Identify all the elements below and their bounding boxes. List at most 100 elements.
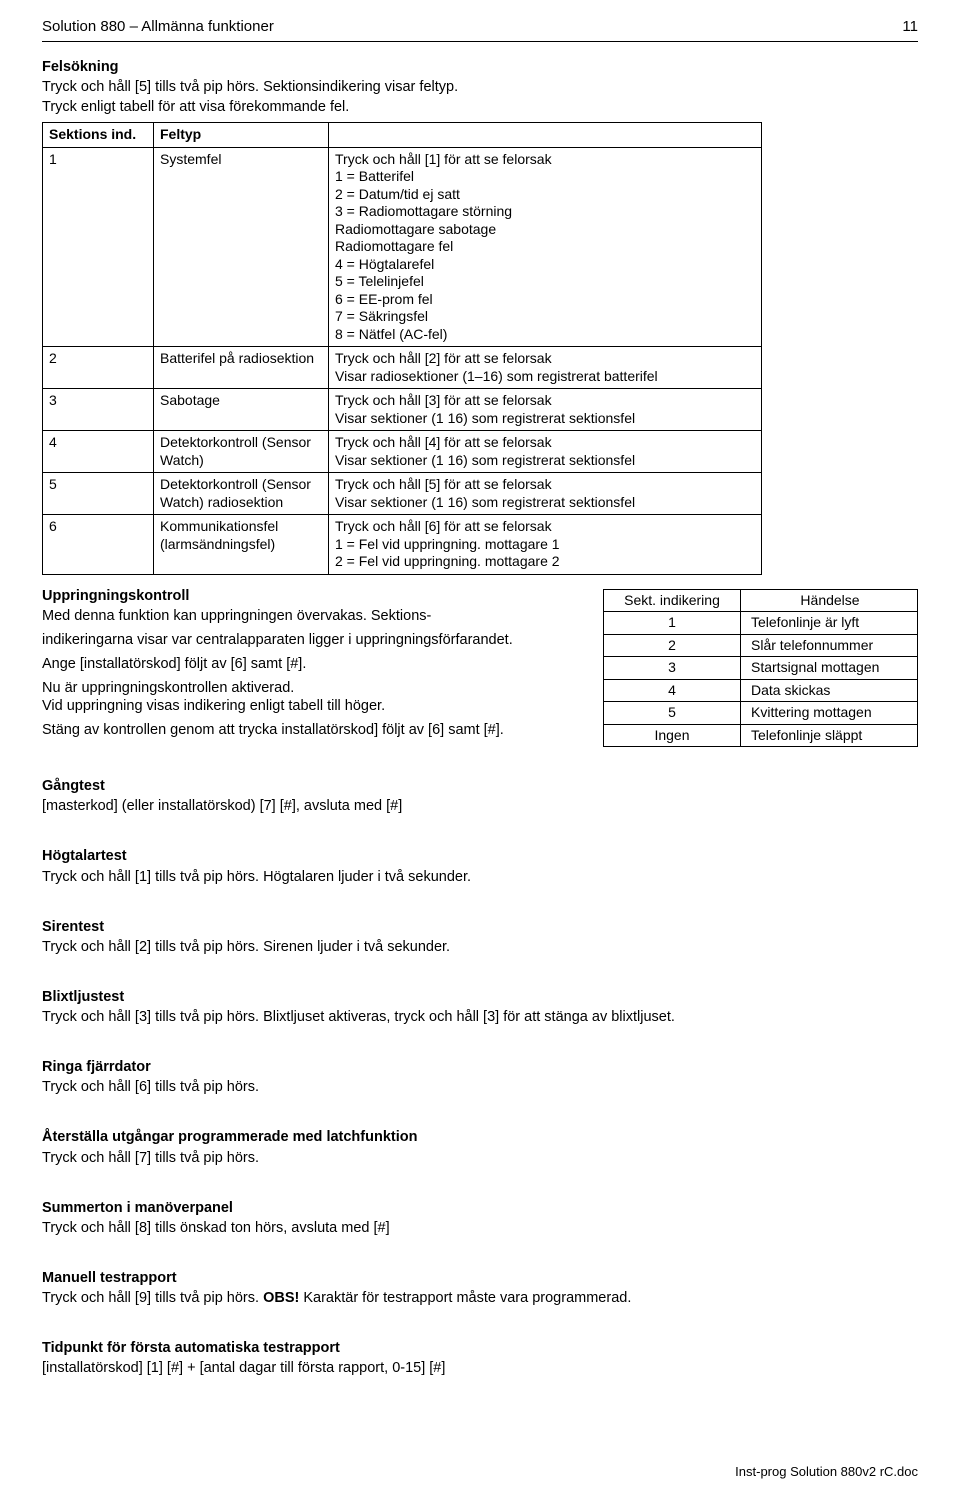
cell: Tryck och håll [6] för att se felorsak1 … (329, 515, 762, 575)
aterstalla-body: Tryck och håll [7] tills två pip hörs. (42, 1149, 918, 1167)
cell: Telefonlinje är lyft (741, 612, 918, 635)
upp-col-b: Händelse (741, 589, 918, 612)
manuell-body-b: Karaktär för testrapport måste vara prog… (299, 1290, 631, 1306)
cell: Data skickas (741, 679, 918, 702)
hogtalartest-body: Tryck och håll [1] tills två pip hörs. H… (42, 868, 918, 886)
gangtest-body: [masterkod] (eller installatörskod) [7] … (42, 797, 918, 815)
gangtest-title: Gångtest (42, 777, 918, 795)
header-page-number: 11 (902, 18, 918, 37)
cell: Tryck och håll [3] för att se felorsakVi… (329, 389, 762, 431)
table-row: IngenTelefonlinje släppt (604, 724, 918, 747)
spacer (42, 1309, 918, 1331)
section-gangtest: Gångtest [masterkod] (eller installatörs… (42, 777, 918, 815)
cell: 4 (604, 679, 741, 702)
summerton-body: Tryck och håll [8] tills önskad ton hörs… (42, 1219, 918, 1237)
table-row: 3Startsignal mottagen (604, 657, 918, 680)
cell: 3 (604, 657, 741, 680)
section-summerton: Summerton i manöverpanel Tryck och håll … (42, 1199, 918, 1237)
section-aterstalla: Återställa utgångar programmerade med la… (42, 1128, 918, 1166)
cell: Sabotage (154, 389, 329, 431)
cell: Tryck och håll [2] för att se felorsakVi… (329, 347, 762, 389)
cell: 3 (43, 389, 154, 431)
cell: 5 (604, 702, 741, 725)
cell: 2 (43, 347, 154, 389)
table-row: 4Data skickas (604, 679, 918, 702)
table-row: 2 Batterifel på radiosektion Tryck och h… (43, 347, 762, 389)
spacer (42, 1169, 918, 1191)
manuell-title: Manuell testrapport (42, 1269, 918, 1287)
spacer (42, 1098, 918, 1120)
table-row: 4 Detektorkontroll (Sensor Watch) Tryck … (43, 431, 762, 473)
section-blixt: Blixtljustest Tryck och håll [3] tills t… (42, 988, 918, 1026)
cell: Detektorkontroll (Sensor Watch) radiosek… (154, 473, 329, 515)
blixt-title: Blixtljustest (42, 988, 918, 1006)
cell: Tryck och håll [1] för att se felorsak1 … (329, 147, 762, 347)
spacer (42, 747, 918, 769)
summerton-title: Summerton i manöverpanel (42, 1199, 918, 1217)
header-left: Solution 880 – Allmänna funktioner (42, 18, 274, 37)
ringa-title: Ringa fjärrdator (42, 1058, 918, 1076)
section-tidpunkt: Tidpunkt för första automatiska testrapp… (42, 1339, 918, 1377)
table-row: 5 Detektorkontroll (Sensor Watch) radios… (43, 473, 762, 515)
ringa-body: Tryck och håll [6] tills två pip hörs. (42, 1078, 918, 1096)
upp-table: Sekt. indikering Händelse 1Telefonlinje … (603, 589, 918, 748)
spacer (42, 817, 918, 839)
sirentest-body: Tryck och håll [2] tills två pip hörs. S… (42, 938, 918, 956)
section-sirentest: Sirentest Tryck och håll [2] tills två p… (42, 918, 918, 956)
cell: Tryck och håll [5] för att se felorsakVi… (329, 473, 762, 515)
section-hogtalartest: Högtalartest Tryck och håll [1] tills tv… (42, 847, 918, 885)
cell: 1 (43, 147, 154, 347)
cell: Detektorkontroll (Sensor Watch) (154, 431, 329, 473)
aterstalla-title: Återställa utgångar programmerade med la… (42, 1128, 918, 1146)
tidpunkt-body: [installatörskod] [1] [#] + [antal dagar… (42, 1359, 918, 1377)
cell: 6 (43, 515, 154, 575)
cell: Kvittering mottagen (741, 702, 918, 725)
spacer (42, 1239, 918, 1261)
felsokning-line1: Tryck och håll [5] tills två pip hörs. S… (42, 78, 918, 96)
spacer (42, 888, 918, 910)
table-row: 1Telefonlinje är lyft (604, 612, 918, 635)
cell: 1 (604, 612, 741, 635)
cell: 5 (43, 473, 154, 515)
section-felsokning: Felsökning Tryck och håll [5] tills två … (42, 58, 918, 575)
fel-col-ind: Sektions ind. (43, 123, 154, 148)
table-row: 1 Systemfel Tryck och håll [1] för att s… (43, 147, 762, 347)
cell: Kommunikationsfel (larmsändningsfel) (154, 515, 329, 575)
cell: Slår telefonnummer (741, 634, 918, 657)
manuell-body: Tryck och håll [9] tills två pip hörs. O… (42, 1289, 918, 1307)
table-row: 3 Sabotage Tryck och håll [3] för att se… (43, 389, 762, 431)
cell: Startsignal mottagen (741, 657, 918, 680)
table-row: 5Kvittering mottagen (604, 702, 918, 725)
tidpunkt-title: Tidpunkt för första automatiska testrapp… (42, 1339, 918, 1357)
cell: Tryck och håll [4] för att se felorsakVi… (329, 431, 762, 473)
felsokning-title: Felsökning (42, 58, 918, 76)
cell: Systemfel (154, 147, 329, 347)
table-row: Sekt. indikering Händelse (604, 589, 918, 612)
cell: Telefonlinje släppt (741, 724, 918, 747)
footer-filename: Inst-prog Solution 880v2 rC.doc (735, 1464, 918, 1480)
manuell-body-a: Tryck och håll [9] tills två pip hörs. (42, 1290, 263, 1306)
felsokning-line2: Tryck enligt tabell för att visa förekom… (42, 98, 918, 116)
section-uppringning: Sekt. indikering Händelse 1Telefonlinje … (42, 587, 918, 748)
blixt-body: Tryck och håll [3] tills två pip hörs. B… (42, 1008, 918, 1026)
table-row: Sektions ind. Feltyp (43, 123, 762, 148)
table-row: 6 Kommunikationsfel (larmsändningsfel) T… (43, 515, 762, 575)
fel-col-type: Feltyp (154, 123, 329, 148)
hogtalartest-title: Högtalartest (42, 847, 918, 865)
page: Solution 880 – Allmänna funktioner 11 Fe… (0, 0, 960, 1498)
spacer (42, 1028, 918, 1050)
cell: 4 (43, 431, 154, 473)
table-row: 2Slår telefonnummer (604, 634, 918, 657)
sirentest-title: Sirentest (42, 918, 918, 936)
upp-col-a: Sekt. indikering (604, 589, 741, 612)
spacer (42, 958, 918, 980)
cell: Ingen (604, 724, 741, 747)
section-ringa: Ringa fjärrdator Tryck och håll [6] till… (42, 1058, 918, 1096)
manuell-body-bold: OBS! (263, 1290, 299, 1306)
cell: 2 (604, 634, 741, 657)
section-manuell: Manuell testrapport Tryck och håll [9] t… (42, 1269, 918, 1307)
fel-col-desc (329, 123, 762, 148)
fel-table: Sektions ind. Feltyp 1 Systemfel Tryck o… (42, 122, 762, 575)
cell: Batterifel på radiosektion (154, 347, 329, 389)
page-header: Solution 880 – Allmänna funktioner 11 (42, 18, 918, 42)
